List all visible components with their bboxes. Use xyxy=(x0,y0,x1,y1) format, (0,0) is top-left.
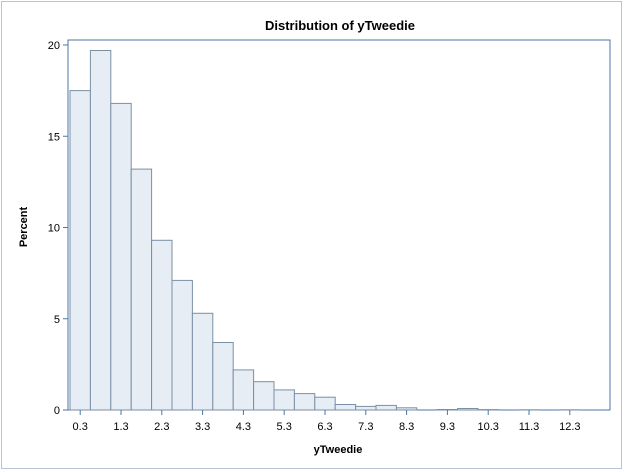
y-tick-label: 0 xyxy=(54,405,60,417)
x-tick-label: 11.3 xyxy=(519,421,540,433)
histogram-bar xyxy=(130,168,153,411)
histogram-bar xyxy=(334,404,357,411)
histogram-bar xyxy=(69,90,91,411)
histogram-bar xyxy=(171,279,193,411)
histogram-bar xyxy=(395,407,418,411)
histogram-bar xyxy=(253,381,275,411)
y-tick-label: 5 xyxy=(54,314,60,326)
x-tick-label: 4.3 xyxy=(236,421,251,433)
histogram-bar xyxy=(110,102,132,411)
x-tick-label: 9.3 xyxy=(440,421,455,433)
histogram-bar xyxy=(89,50,112,411)
x-tick-label: 3.3 xyxy=(195,421,210,433)
x-tick-label: 8.3 xyxy=(399,421,414,433)
histogram-bar xyxy=(212,342,234,411)
histogram-bar xyxy=(355,405,377,411)
histogram-bar xyxy=(314,396,336,411)
x-tick-label: 1.3 xyxy=(113,421,128,433)
x-tick-label: 2.3 xyxy=(154,421,169,433)
histogram-bar xyxy=(436,409,459,411)
histogram-bar xyxy=(273,389,295,411)
histogram-bar xyxy=(191,312,214,411)
x-tick-label: 6.3 xyxy=(317,421,332,433)
histogram-bar xyxy=(151,239,173,411)
x-tick-label: 5.3 xyxy=(277,421,292,433)
x-tick-label: 10.3 xyxy=(477,421,498,433)
histogram-bar xyxy=(375,404,397,411)
chart-title: Distribution of yTweedie xyxy=(265,18,415,33)
x-tick-label: 0.3 xyxy=(73,421,88,433)
x-axis-label: yTweedie xyxy=(314,444,363,456)
x-tick-label: 12.3 xyxy=(559,421,580,433)
x-axis: 0.3 1.3 2.3 3.3 4.3 5.3 6.3 7.3 8.3 9.3 10.3 11.3 12… xyxy=(73,410,581,433)
y-tick-label: 15 xyxy=(48,131,60,143)
y-tick-label: 20 xyxy=(48,40,60,52)
y-axis-label: Percent xyxy=(18,206,30,247)
y-axis: 0 5 10 15 20 xyxy=(48,40,68,417)
histogram-bar xyxy=(232,369,255,411)
y-tick-label: 10 xyxy=(48,223,60,235)
histogram-bar xyxy=(293,393,316,411)
x-tick-label: 7.3 xyxy=(358,421,373,433)
histogram-bar xyxy=(457,408,479,411)
histogram-bars xyxy=(69,50,581,411)
